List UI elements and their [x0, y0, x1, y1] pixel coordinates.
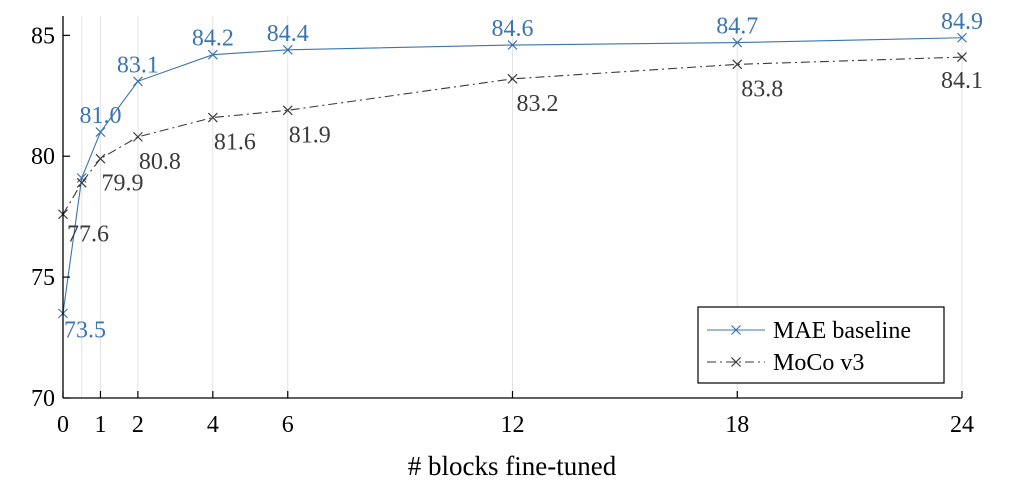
- x-tick-label: 2: [132, 412, 144, 438]
- data-label: 84.9: [941, 9, 983, 35]
- y-tick-label: 80: [31, 144, 55, 170]
- x-tick-label: 12: [501, 412, 525, 438]
- legend-marker: [731, 357, 741, 367]
- data-label: 84.7: [716, 14, 758, 40]
- data-point: [95, 127, 106, 137]
- legend-marker: [731, 325, 741, 335]
- x-tick-label: 4: [207, 412, 219, 438]
- y-tick-label: 70: [31, 386, 55, 412]
- data-point: [507, 40, 518, 50]
- data-label: 83.8: [741, 76, 783, 102]
- legend-label: MoCo v3: [773, 350, 864, 376]
- series-line-moco-v3: [62, 56, 963, 215]
- data-label: 84.2: [192, 26, 234, 52]
- legend-box: [697, 306, 945, 384]
- data-point: [732, 37, 743, 48]
- data-label: 73.5: [64, 317, 106, 343]
- data-label: 84.1: [941, 68, 983, 94]
- data-point: [95, 153, 106, 164]
- data-point: [957, 32, 967, 43]
- data-point: [957, 52, 967, 63]
- data-label: 81.6: [214, 130, 256, 156]
- data-label: 81.9: [289, 122, 331, 148]
- data-labels: 73.5 81.0 83.1 84.2 84.4 84.6 84.7 84.9 77.6 79.9…: [64, 9, 983, 344]
- data-point: [282, 105, 293, 116]
- y-tick-label: 75: [31, 265, 55, 291]
- data-label: 79.9: [101, 171, 143, 197]
- data-point: [507, 73, 518, 84]
- data-label: 83.1: [117, 52, 159, 78]
- x-tick-label: 1: [94, 412, 106, 438]
- legend: MAE baseline MoCo v3: [697, 306, 945, 384]
- x-tick-label: 18: [725, 412, 749, 438]
- data-point: [132, 76, 143, 87]
- series-layer: [58, 32, 967, 319]
- legend-label: MAE baseline: [773, 318, 911, 344]
- data-point: [132, 131, 143, 142]
- data-point: [732, 59, 743, 70]
- y-tick-label: 85: [31, 23, 55, 49]
- data-label: 84.6: [492, 16, 534, 42]
- data-point: [282, 44, 293, 55]
- data-label: 83.2: [517, 91, 559, 117]
- data-point: [207, 49, 218, 60]
- data-point: [76, 173, 87, 183]
- data-point: [76, 177, 87, 188]
- data-label: 84.4: [267, 21, 309, 47]
- x-tick-label: 24: [950, 412, 974, 438]
- data-label: 81.0: [79, 103, 121, 129]
- data-label: 77.6: [67, 221, 109, 247]
- data-label: 80.8: [139, 149, 181, 175]
- x-tick-label: 0: [57, 412, 69, 438]
- x-tick-label: 6: [282, 412, 294, 438]
- data-point: [207, 112, 218, 123]
- x-axis-title: # blocks fine-tuned: [408, 451, 617, 481]
